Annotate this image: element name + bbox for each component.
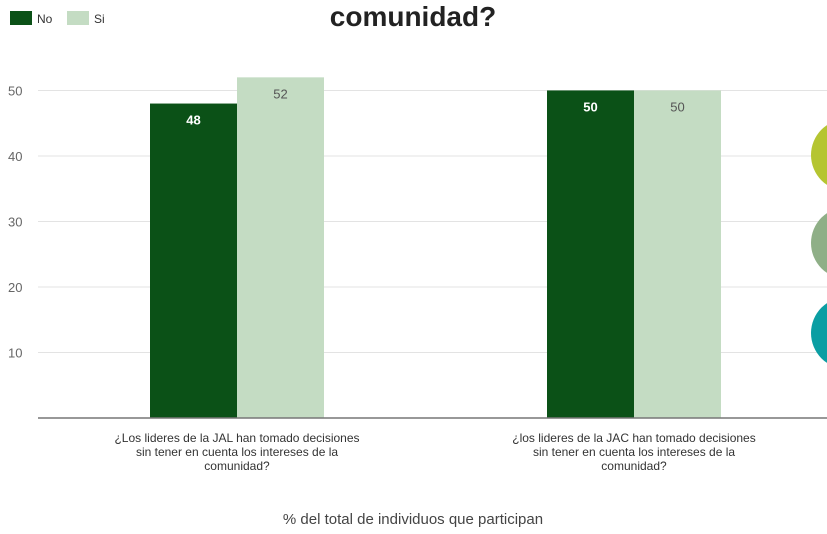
bar-no-2 — [547, 90, 634, 419]
data-labels: 48 52 50 50 — [186, 86, 684, 127]
bar-no-1 — [150, 103, 237, 418]
decorative-circle — [811, 213, 827, 273]
y-tick-label: 10 — [8, 345, 22, 360]
decorative-circle — [811, 125, 827, 185]
y-tick-label: 40 — [8, 149, 22, 164]
y-tick-label: 50 — [8, 83, 22, 98]
legend: No Si — [10, 11, 105, 26]
data-label-si-1: 52 — [273, 86, 287, 101]
decorations — [811, 125, 827, 363]
chart-title: comunidad? — [330, 1, 496, 32]
bar-si-2 — [634, 90, 721, 419]
legend-swatch-no — [10, 11, 32, 25]
legend-label-si: Si — [94, 12, 105, 26]
x-category-label-2: ¿los lideres de la JAC han tomado decisi… — [512, 431, 755, 473]
x-axis: ¿Los lideres de la JAL han tomado decisi… — [38, 417, 827, 528]
y-axis: 10 20 30 40 50 — [8, 83, 22, 360]
y-tick-label: 20 — [8, 280, 22, 295]
data-label-no-1: 48 — [186, 113, 200, 128]
y-tick-label: 30 — [8, 214, 22, 229]
data-label-no-2: 50 — [583, 99, 597, 114]
x-axis-title: % del total de individuos que participan — [283, 511, 543, 528]
data-label-si-2: 50 — [670, 99, 684, 114]
legend-swatch-si — [67, 11, 89, 25]
decorative-circle — [811, 303, 827, 363]
bar-si-1 — [237, 77, 324, 418]
bars — [150, 77, 721, 419]
legend-label-no: No — [37, 12, 53, 26]
x-category-label-1: ¿Los lideres de la JAL han tomado decisi… — [114, 431, 359, 473]
